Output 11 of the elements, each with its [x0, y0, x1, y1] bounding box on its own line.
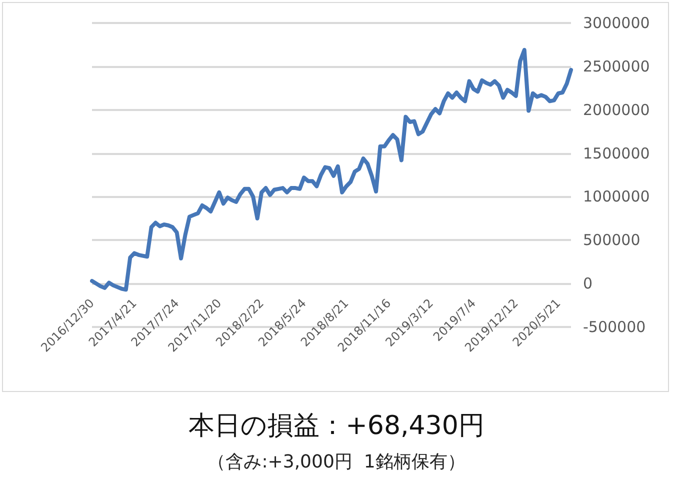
y-tick-label: 2000000 [583, 100, 650, 119]
y-tick-label: 0 [583, 274, 593, 293]
y-tick-label: 3000000 [583, 14, 650, 32]
text: 本日の損益：+68,430円 [188, 411, 484, 441]
y-tick-label: -500000 [583, 318, 646, 336]
y-tick-label: 2500000 [583, 57, 650, 76]
y-tick-label: 1000000 [583, 188, 650, 206]
text: （含み:+3,000円 1銘柄保有） [208, 452, 466, 472]
y-tick-label: 1500000 [583, 144, 650, 162]
y-tick-label: 500000 [583, 231, 640, 250]
line-series [90, 48, 573, 292]
